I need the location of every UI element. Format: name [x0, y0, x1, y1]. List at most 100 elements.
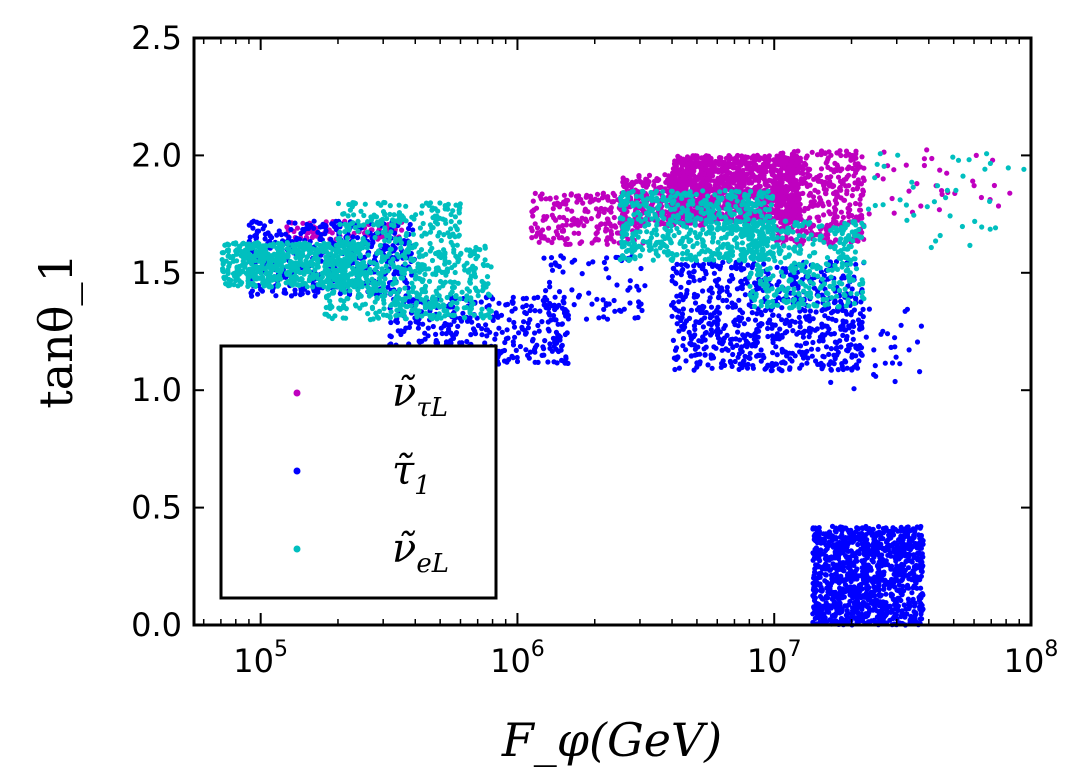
data-point: [288, 293, 295, 299]
data-point: [294, 225, 301, 231]
data-point: [551, 235, 557, 241]
data-point: [399, 227, 405, 233]
data-point: [385, 284, 391, 290]
data-point: [916, 550, 923, 556]
data-point: [838, 209, 845, 215]
data-point: [634, 283, 640, 289]
data-point: [728, 264, 735, 270]
data-point: [824, 579, 830, 585]
data-point: [539, 191, 545, 197]
data-point: [703, 184, 709, 190]
data-point: [764, 164, 770, 170]
data-point: [493, 331, 499, 337]
data-point: [719, 180, 725, 186]
data-point: [815, 601, 821, 607]
data-point: [315, 229, 321, 235]
data-point: [896, 537, 902, 543]
data-point: [638, 301, 644, 307]
data-point: [708, 332, 714, 338]
data-point: [831, 618, 837, 624]
data-point: [787, 365, 793, 371]
data-point: [904, 544, 910, 550]
data-point: [816, 218, 822, 224]
data-point: [802, 205, 808, 212]
data-point: [913, 579, 919, 586]
data-point: [786, 197, 793, 203]
data-point: [778, 182, 784, 188]
data-point: [333, 226, 339, 233]
data-point: [670, 299, 677, 306]
data-point: [596, 315, 602, 321]
data-point: [541, 352, 547, 358]
data-point: [886, 532, 892, 538]
data-point: [899, 611, 905, 617]
data-point: [809, 149, 815, 155]
data-point: [407, 221, 413, 228]
data-point: [564, 360, 570, 366]
data-point: [496, 300, 502, 306]
data-point: [688, 333, 694, 339]
data-point: [851, 386, 857, 392]
data-point: [893, 354, 899, 360]
data-point: [889, 360, 896, 366]
data-point: [582, 208, 588, 214]
data-point: [863, 532, 869, 538]
data-point: [689, 155, 695, 161]
data-point: [816, 536, 822, 542]
data-point: [864, 555, 871, 561]
data-point: [516, 330, 522, 336]
data-point: [580, 200, 586, 206]
data-point: [603, 228, 609, 234]
data-point: [711, 319, 717, 325]
data-point: [529, 228, 535, 234]
data-point: [532, 330, 538, 336]
data-point: [723, 164, 729, 170]
data-point: [832, 210, 838, 216]
data-point: [810, 525, 816, 531]
data-point: [253, 234, 260, 241]
data-point: [638, 223, 644, 229]
data-point: [840, 214, 847, 220]
data-point: [678, 272, 684, 278]
data-point: [711, 168, 717, 174]
data-point: [857, 201, 863, 207]
data-point: [752, 186, 758, 192]
data-point: [914, 555, 921, 561]
data-point: [274, 232, 280, 238]
data-point: [884, 331, 891, 337]
data-point: [425, 325, 431, 331]
data-point: [880, 526, 886, 532]
data-point: [680, 306, 687, 312]
data-point: [736, 366, 742, 372]
data-point: [814, 562, 820, 568]
data-point: [851, 601, 858, 607]
data-point: [914, 585, 920, 591]
data-point: [902, 308, 908, 314]
data-point: [681, 180, 687, 186]
data-point: [292, 220, 298, 226]
data-point: [790, 328, 796, 334]
data-point: [568, 192, 574, 198]
data-point: [611, 199, 617, 205]
data-point: [391, 271, 397, 277]
data-point: [858, 181, 865, 187]
data-point: [544, 214, 550, 220]
data-point: [715, 335, 722, 341]
data-point: [892, 611, 898, 617]
data-point: [897, 528, 903, 534]
data-point: [598, 221, 604, 227]
data-point: [811, 198, 818, 204]
data-point: [918, 564, 924, 570]
data-point: [620, 175, 626, 181]
data-point: [745, 160, 752, 166]
data-point: [533, 205, 540, 211]
data-point: [574, 199, 580, 205]
data-point: [595, 212, 602, 218]
data-point: [886, 585, 892, 591]
data-point: [590, 259, 596, 265]
data-point: [750, 363, 756, 369]
data-point: [827, 211, 833, 217]
data-point: [873, 373, 879, 379]
data-point: [700, 334, 706, 340]
